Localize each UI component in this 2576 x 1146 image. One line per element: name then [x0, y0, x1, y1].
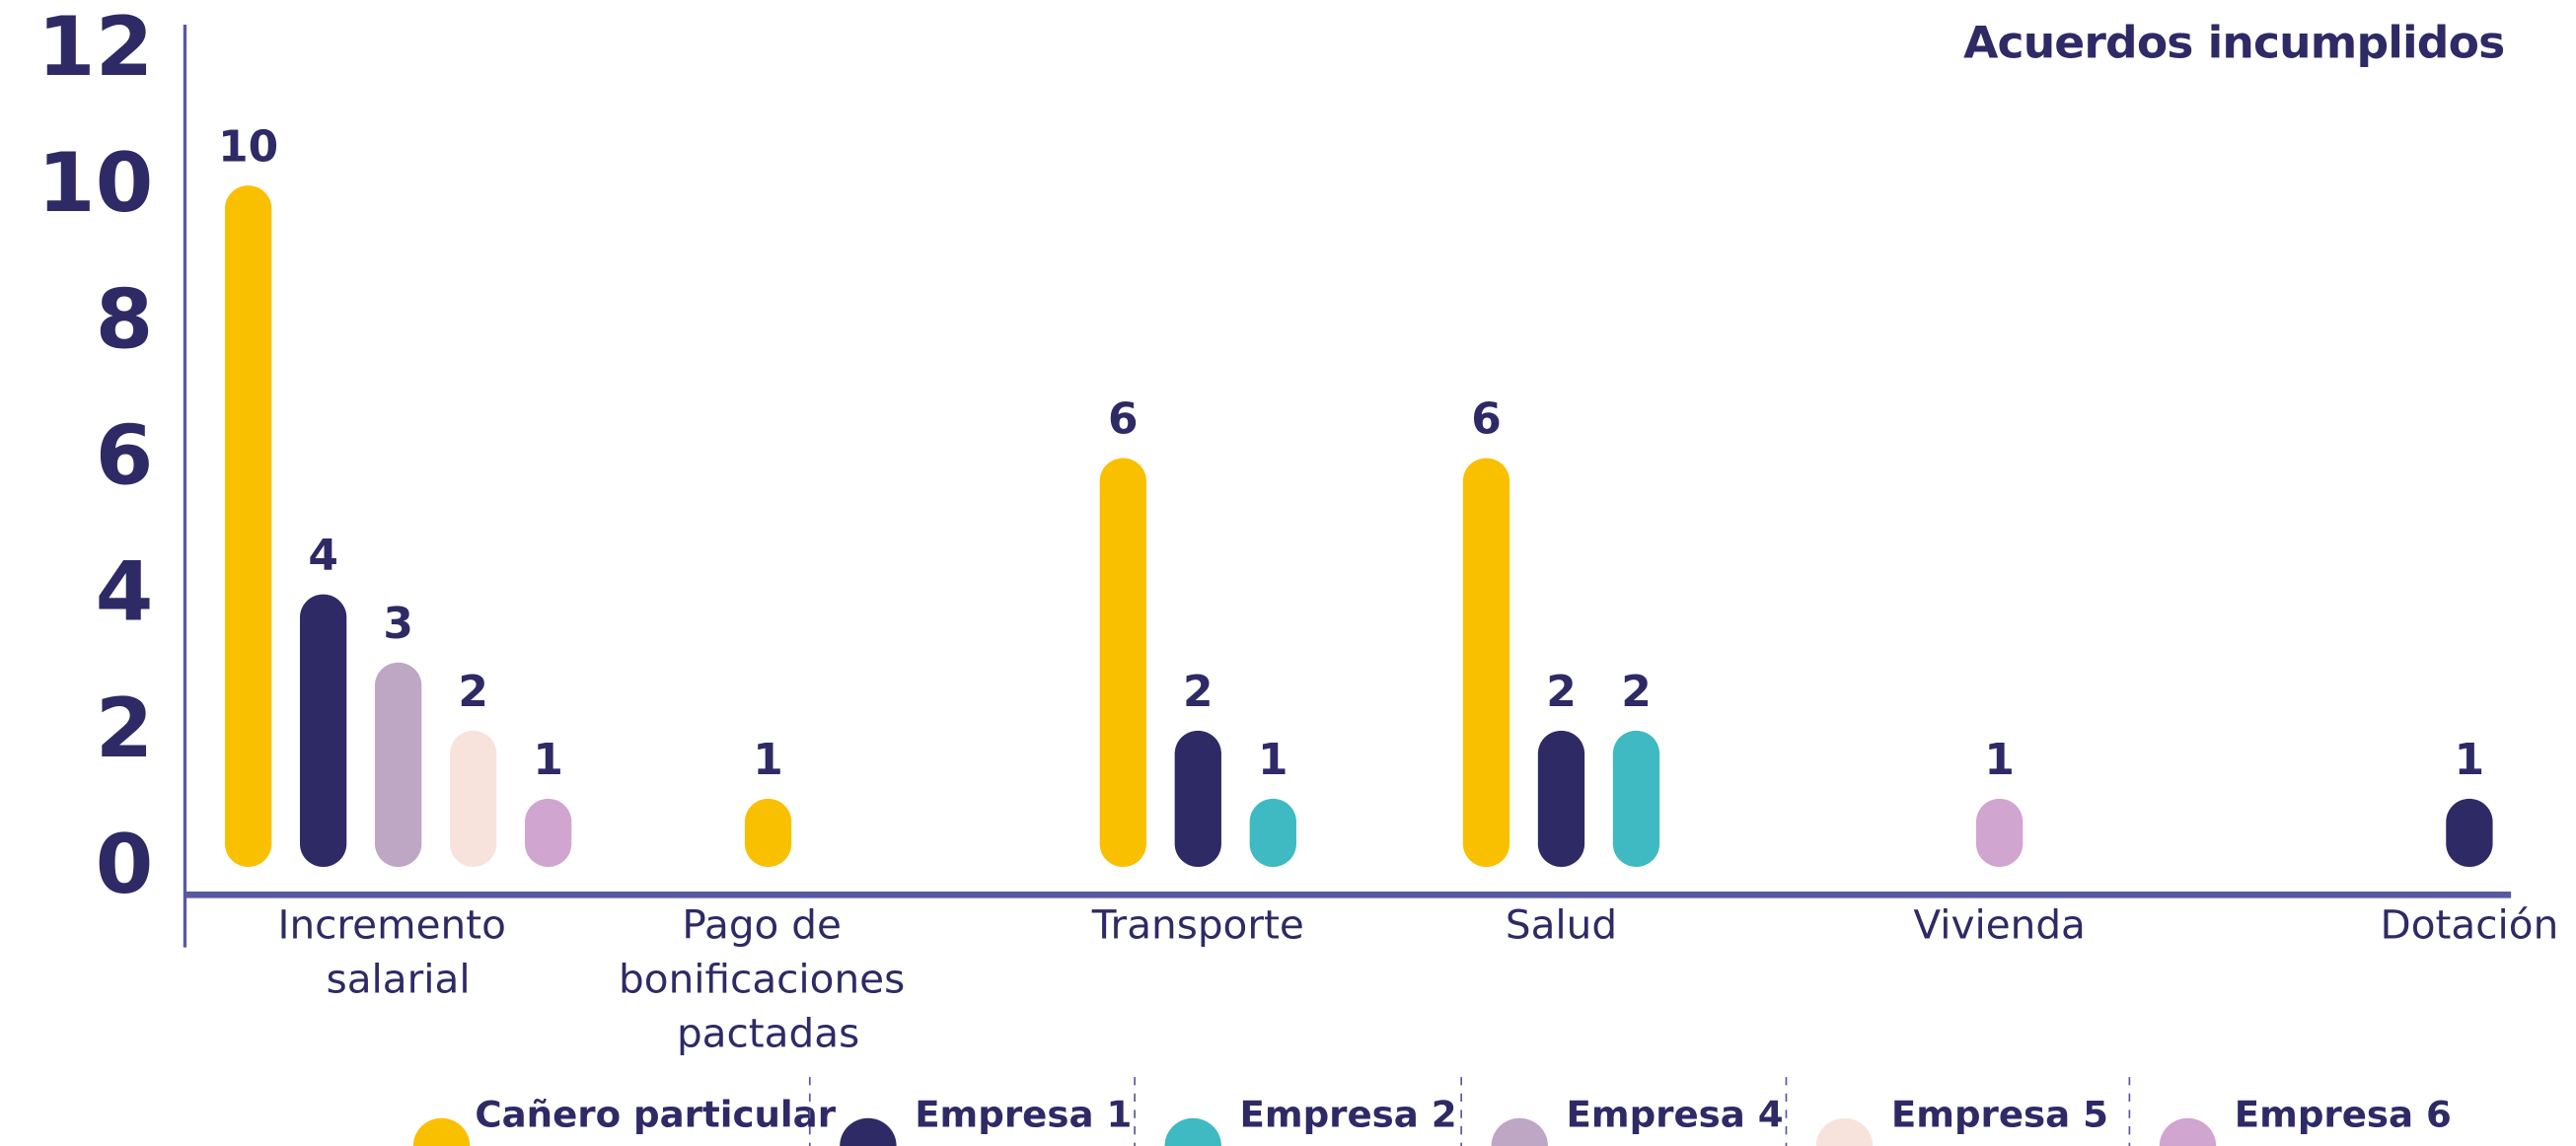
value-label: 2: [1183, 668, 1214, 717]
value-label: 1: [1984, 736, 2015, 785]
bar: [1249, 798, 1296, 867]
x-tick-label: Vivienda: [1913, 903, 2086, 949]
value-label: 1: [2455, 736, 2485, 785]
bar: [2446, 798, 2493, 867]
legend-label: Empresa 4: [1567, 1094, 1784, 1136]
legend-label: Cañero particular: [475, 1094, 837, 1136]
legend-label: Empresa 6: [2235, 1094, 2452, 1136]
x-tick-label: Pago de bonificaciones pactadas: [619, 903, 918, 1057]
bar: [299, 594, 347, 867]
value-label: 6: [1471, 395, 1502, 445]
bar: [374, 662, 422, 867]
legend-marker: [412, 1117, 471, 1146]
legend-marker: [1815, 1117, 1874, 1146]
value-label: 3: [383, 600, 413, 649]
bar: [1612, 730, 1660, 867]
y-tick-label: 6: [96, 407, 154, 503]
bar: [224, 185, 272, 867]
value-label: 2: [458, 668, 488, 717]
x-tick-label: Transporte: [1091, 903, 1304, 949]
legend-label: Empresa 1: [915, 1094, 1132, 1136]
value-label: 4: [308, 532, 338, 581]
y-tick-label: 10: [37, 135, 153, 231]
value-label: 10: [218, 123, 278, 173]
value-label: 1: [1258, 736, 1288, 785]
bar: [449, 730, 497, 867]
legend-marker: [2159, 1117, 2217, 1146]
x-tick-label: Incremento salarial: [278, 903, 519, 1003]
bar: [744, 798, 792, 867]
bar: [1537, 730, 1585, 867]
value-label: 2: [1621, 668, 1652, 717]
x-tick-label: Dotación: [2381, 903, 2559, 949]
y-tick-label: 4: [96, 543, 154, 639]
legend-marker: [1491, 1117, 1548, 1146]
value-label: 1: [753, 736, 783, 785]
y-tick-label: 0: [96, 817, 154, 912]
y-tick-label: 2: [96, 680, 154, 775]
bar: [1976, 798, 2024, 867]
legend-marker: [1164, 1117, 1221, 1146]
x-tick-label: Salud: [1506, 903, 1617, 949]
bar: [524, 798, 572, 867]
legend-label: Empresa 5: [1891, 1094, 2108, 1136]
chart-title: Acuerdos incumplidos: [1963, 17, 2504, 69]
legend-label: Empresa 2: [1240, 1094, 1457, 1136]
value-label: 2: [1546, 668, 1577, 717]
value-label: 1: [533, 736, 563, 785]
bar: [1099, 458, 1146, 867]
legend-marker: [840, 1117, 897, 1146]
y-tick-label: 8: [96, 271, 154, 367]
bar: [1462, 458, 1510, 867]
value-label: 6: [1108, 395, 1139, 445]
bar: [1174, 730, 1221, 867]
y-tick-label: 12: [37, 0, 153, 95]
